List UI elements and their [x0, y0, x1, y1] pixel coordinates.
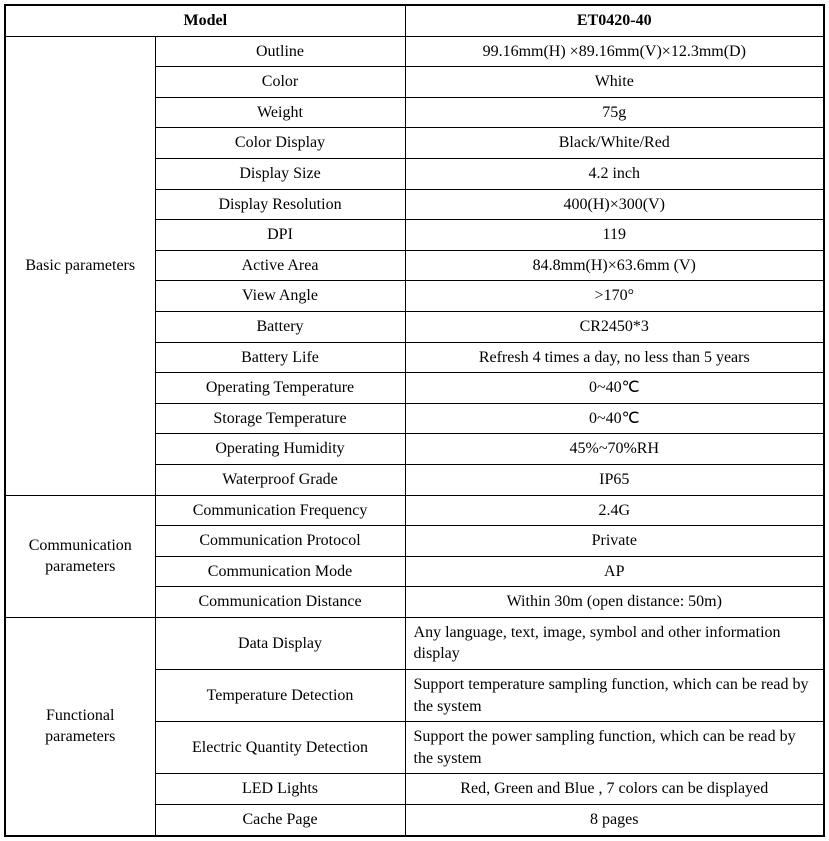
value-cell: >170° — [405, 281, 824, 312]
value-cell: 45%~70%RH — [405, 434, 824, 465]
value-cell: Any language, text, image, symbol and ot… — [405, 617, 824, 669]
value-cell: Support temperature sampling function, w… — [405, 670, 824, 722]
category-cell: Functional parameters — [5, 617, 155, 835]
attribute-cell: LED Lights — [155, 774, 405, 805]
attribute-cell: Outline — [155, 36, 405, 67]
category-cell: Communication parameters — [5, 495, 155, 617]
value-cell: White — [405, 67, 824, 98]
attribute-cell: Data Display — [155, 617, 405, 669]
attribute-cell: View Angle — [155, 281, 405, 312]
header-model-value: ET0420-40 — [405, 5, 824, 36]
attribute-cell: Battery — [155, 311, 405, 342]
category-cell: Basic parameters — [5, 36, 155, 495]
value-cell: 4.2 inch — [405, 158, 824, 189]
attribute-cell: Color — [155, 67, 405, 98]
attribute-cell: Communication Frequency — [155, 495, 405, 526]
table-row: Functional parametersData DisplayAny lan… — [5, 617, 824, 669]
attribute-cell: Color Display — [155, 128, 405, 159]
attribute-cell: Temperature Detection — [155, 670, 405, 722]
attribute-cell: Operating Humidity — [155, 434, 405, 465]
value-cell: IP65 — [405, 464, 824, 495]
attribute-cell: Communication Protocol — [155, 526, 405, 557]
attribute-cell: Waterproof Grade — [155, 464, 405, 495]
value-cell: Support the power sampling function, whi… — [405, 722, 824, 774]
table-row: Basic parametersOutline99.16mm(H) ×89.16… — [5, 36, 824, 67]
value-cell: 2.4G — [405, 495, 824, 526]
attribute-cell: Communication Mode — [155, 556, 405, 587]
attribute-cell: Operating Temperature — [155, 373, 405, 404]
value-cell: 0~40℃ — [405, 373, 824, 404]
value-cell: 400(H)×300(V) — [405, 189, 824, 220]
value-cell: 75g — [405, 97, 824, 128]
value-cell: CR2450*3 — [405, 311, 824, 342]
value-cell: 119 — [405, 220, 824, 251]
value-cell: 84.8mm(H)×63.6mm (V) — [405, 250, 824, 281]
value-cell: 8 pages — [405, 805, 824, 836]
attribute-cell: Display Size — [155, 158, 405, 189]
value-cell: 99.16mm(H) ×89.16mm(V)×12.3mm(D) — [405, 36, 824, 67]
value-cell: Private — [405, 526, 824, 557]
value-cell: Red, Green and Blue , 7 colors can be di… — [405, 774, 824, 805]
attribute-cell: Battery Life — [155, 342, 405, 373]
value-cell: Black/White/Red — [405, 128, 824, 159]
attribute-cell: Communication Distance — [155, 587, 405, 618]
attribute-cell: DPI — [155, 220, 405, 251]
spec-table: Model ET0420-40 Basic parametersOutline9… — [4, 4, 825, 837]
table-header-row: Model ET0420-40 — [5, 5, 824, 36]
attribute-cell: Weight — [155, 97, 405, 128]
value-cell: 0~40℃ — [405, 403, 824, 434]
attribute-cell: Electric Quantity Detection — [155, 722, 405, 774]
header-model-label: Model — [5, 5, 405, 36]
value-cell: Within 30m (open distance: 50m) — [405, 587, 824, 618]
value-cell: AP — [405, 556, 824, 587]
table-row: Communication parametersCommunication Fr… — [5, 495, 824, 526]
attribute-cell: Storage Temperature — [155, 403, 405, 434]
value-cell: Refresh 4 times a day, no less than 5 ye… — [405, 342, 824, 373]
attribute-cell: Active Area — [155, 250, 405, 281]
attribute-cell: Display Resolution — [155, 189, 405, 220]
attribute-cell: Cache Page — [155, 805, 405, 836]
